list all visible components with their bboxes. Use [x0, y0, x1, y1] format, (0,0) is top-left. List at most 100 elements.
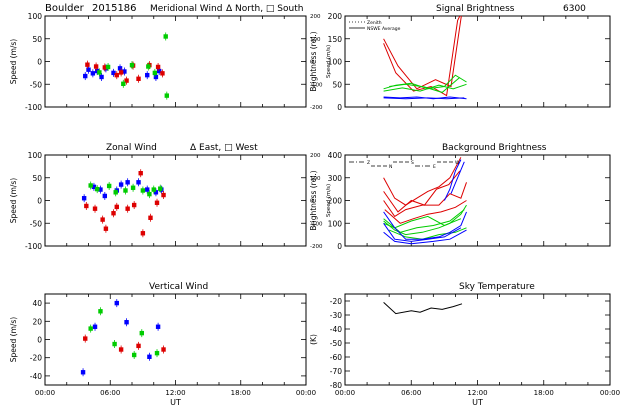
y2-tick-label: 100 — [310, 37, 321, 43]
data-point — [125, 206, 130, 211]
y2-tick-label: 100 — [310, 176, 321, 182]
plot-area — [83, 32, 169, 100]
y2-tick-label: 0 — [310, 60, 314, 66]
x-tick-label: 06:00 — [401, 389, 421, 397]
chart-title: Zonal Wind — [106, 143, 157, 153]
x-tick-label: 00:00 — [335, 389, 355, 397]
data-point — [136, 76, 141, 81]
data-point — [125, 180, 130, 185]
data-point — [138, 171, 143, 176]
x-tick-label: 00:00 — [35, 389, 55, 397]
data-point — [105, 64, 111, 70]
data-point — [145, 187, 150, 192]
header-date: 2015186 — [92, 3, 137, 14]
data-point — [118, 347, 124, 352]
y-tick-label: -40 — [30, 372, 42, 381]
data-point — [114, 300, 119, 306]
y-axis-label: Brightness (rel.) — [309, 31, 318, 91]
y-axis-label: Speed (m/s) — [9, 317, 18, 363]
data-point — [156, 68, 162, 74]
y2-tick-label: 200 — [310, 14, 321, 20]
y-tick-label: 100 — [328, 219, 343, 228]
data-point — [131, 352, 137, 358]
y-tick-label: 20 — [32, 317, 42, 326]
chart-title-suffix: 6300 — [563, 4, 586, 14]
y-tick-label: -40 — [330, 325, 342, 334]
data-point — [145, 72, 150, 78]
skytemp-panel: Sky Temperature 00:00 06:00 12:00 18:00 00:00… — [309, 282, 620, 407]
data-point — [86, 67, 91, 72]
background-panel: Background Brightness 0 100 200 300 400 Bright… — [309, 143, 611, 251]
data-point — [155, 324, 161, 329]
data-point — [83, 336, 88, 341]
series-line — [389, 77, 461, 93]
data-point — [92, 206, 98, 211]
y-tick-label: 50 — [32, 35, 42, 44]
data-point — [88, 326, 93, 331]
y-tick-label: -70 — [330, 367, 342, 376]
y-tick-label: 50 — [32, 174, 42, 183]
data-point — [85, 62, 90, 67]
legend-label: S — [411, 160, 414, 166]
data-point — [140, 188, 146, 193]
data-point — [129, 62, 135, 68]
x-tick-label: 12:00 — [467, 389, 487, 397]
chart-title: Signal Brightness — [436, 4, 515, 14]
series-line — [383, 16, 461, 97]
signal-panel: Signal Brightness 6300 0 50 100 150 200 Brightn… — [309, 4, 611, 112]
chart-title: Background Brightness — [442, 143, 547, 153]
series-line — [383, 215, 462, 229]
data-point — [98, 309, 103, 314]
y-tick-label: -30 — [330, 311, 342, 320]
chart-title: Vertical Wind — [149, 282, 208, 292]
data-point — [160, 71, 165, 76]
data-point — [153, 190, 159, 195]
data-point — [136, 180, 141, 185]
data-point — [154, 200, 160, 205]
y-tick-label: -20 — [30, 354, 42, 363]
y-tick-label: 0 — [37, 336, 42, 345]
y2-axis-label: Speed (m/s) — [326, 45, 332, 78]
data-point — [83, 73, 88, 79]
data-point — [161, 347, 166, 352]
data-point — [148, 215, 153, 220]
y2-tick-label: -100 — [310, 221, 323, 227]
data-point — [106, 183, 112, 189]
data-point — [97, 70, 102, 75]
legend-label: E — [433, 164, 436, 170]
y-tick-label: 0 — [337, 103, 342, 112]
y-tick-label: 40 — [32, 299, 42, 308]
legend-label: Z — [367, 160, 370, 166]
data-point — [122, 69, 127, 74]
series-line — [383, 211, 467, 240]
chart-title-suffix: Δ North, □ South — [226, 4, 303, 14]
data-point — [113, 190, 118, 195]
data-point — [81, 196, 87, 201]
x-axis-label: UT — [170, 398, 181, 407]
series-line — [384, 200, 467, 224]
data-point — [91, 184, 97, 190]
y-axis-label: (K) — [309, 334, 318, 345]
x-axis-label: UT — [472, 398, 483, 407]
data-point — [93, 64, 99, 69]
data-point — [90, 71, 96, 76]
y-tick-label: -60 — [330, 353, 342, 362]
data-point — [80, 370, 86, 375]
data-point — [136, 343, 141, 349]
plot-area — [80, 299, 166, 377]
x-tick-label: 00:00 — [600, 389, 620, 397]
data-point — [155, 64, 161, 70]
data-point — [131, 202, 137, 208]
y-tick-label: 100 — [28, 12, 43, 21]
data-point — [147, 354, 152, 359]
y-tick-label: 0 — [37, 58, 42, 67]
data-point — [98, 187, 103, 192]
data-point — [139, 330, 144, 336]
series-line — [383, 204, 467, 236]
vertical-panel: Vertical Wind 00:00 06:00 12:00 18:00 00:00 UT… — [9, 282, 316, 407]
plot-frame — [344, 293, 611, 386]
legend-label: W — [455, 160, 460, 166]
y2-tick-label: -100 — [310, 82, 323, 88]
y2-tick-label: -200 — [310, 105, 323, 111]
data-point — [130, 185, 136, 190]
